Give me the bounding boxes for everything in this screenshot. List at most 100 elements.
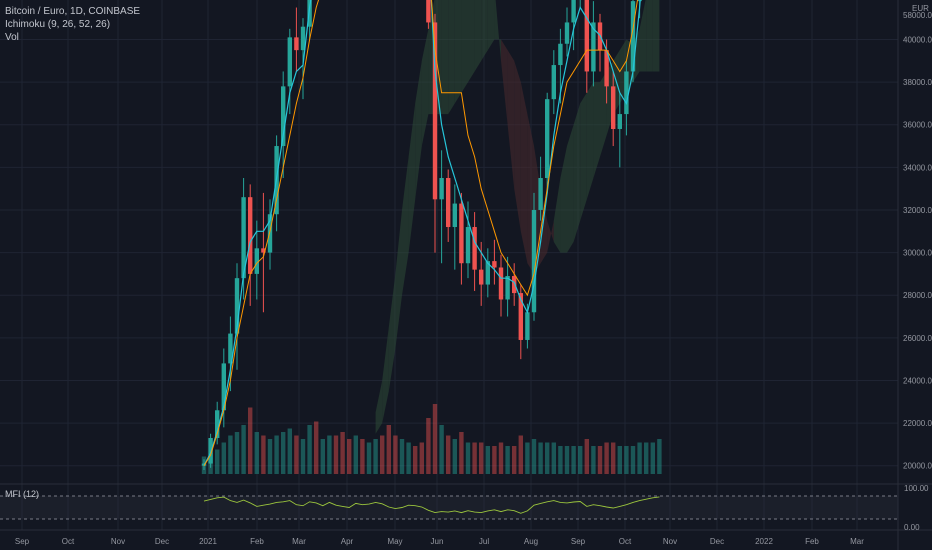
volume-bar xyxy=(472,442,477,474)
volume-bar xyxy=(597,446,603,474)
ichimoku-legend[interactable]: Ichimoku (9, 26, 52, 26) xyxy=(5,19,111,30)
time-tick-label: Oct xyxy=(62,537,75,546)
volume-bar xyxy=(465,442,471,474)
volume-bar xyxy=(637,442,642,474)
candle-body xyxy=(294,37,299,51)
volume-bar xyxy=(630,446,636,474)
candle-body xyxy=(287,37,292,87)
candle-body xyxy=(228,333,233,364)
price-tick-label: 28000.00 xyxy=(903,291,932,300)
candles xyxy=(201,0,642,470)
candle-body xyxy=(591,22,596,72)
volume-bar xyxy=(604,442,609,474)
price-tick-label: 20000.00 xyxy=(903,462,932,471)
candle-body xyxy=(492,261,497,268)
volume-bar xyxy=(340,432,345,474)
cloud-segment xyxy=(375,380,383,434)
price-tick-label: 22000.00 xyxy=(903,419,932,428)
candle-body xyxy=(531,209,537,313)
cloud-segment xyxy=(646,0,653,72)
cloud-segment xyxy=(408,103,416,253)
volume-bar xyxy=(386,425,391,474)
candle-body xyxy=(234,278,240,334)
candle-body xyxy=(498,267,504,300)
cloud-segment xyxy=(560,146,567,253)
volume-bar xyxy=(551,442,556,474)
volume-bar xyxy=(624,446,629,474)
volume-bar xyxy=(571,446,576,474)
candle-body xyxy=(604,50,609,87)
candle-body xyxy=(564,22,570,44)
volume-bar xyxy=(314,421,319,474)
currency-label: EUR xyxy=(912,4,929,13)
volume-bar xyxy=(254,432,259,474)
candle-body xyxy=(551,65,556,100)
volume-bar xyxy=(459,432,464,474)
time-tick-label: Apr xyxy=(341,537,354,546)
cloud-segment xyxy=(441,0,449,115)
candle-body xyxy=(465,227,471,264)
volume-bar xyxy=(492,446,497,474)
volume-bar xyxy=(518,435,523,474)
mfi-line xyxy=(203,496,660,514)
mfi-tick-label: 100.00 xyxy=(904,484,929,493)
time-tick-label: 2022 xyxy=(755,537,773,546)
time-tick-label: Aug xyxy=(524,537,538,546)
volume-bar xyxy=(432,404,438,474)
price-tick-label: 40000.00 xyxy=(903,35,932,44)
candle-body xyxy=(479,269,484,285)
candle-body xyxy=(281,86,286,147)
candle-body xyxy=(241,197,246,279)
candle-body xyxy=(221,363,226,411)
volume-bar xyxy=(578,446,583,474)
volume-bar xyxy=(591,446,596,474)
cloud-segment xyxy=(481,0,488,61)
time-tick-label: 2021 xyxy=(199,537,217,546)
candle-body xyxy=(545,99,550,179)
volume-bar xyxy=(373,439,378,474)
candle-body xyxy=(452,203,457,228)
cloud-segment xyxy=(421,28,429,147)
candle-body xyxy=(439,178,444,200)
volume-bar xyxy=(611,442,616,474)
cloud-segment xyxy=(402,156,409,296)
volume-bar xyxy=(320,439,325,474)
volume-bar xyxy=(393,435,398,474)
candle-body xyxy=(472,227,477,270)
time-tick-label: Nov xyxy=(663,537,677,546)
candle-body xyxy=(538,178,543,210)
volume-bar xyxy=(644,442,649,474)
time-tick-label: Jun xyxy=(431,537,444,546)
cloud-segment xyxy=(487,0,495,51)
volume-bar xyxy=(538,442,543,474)
volume-bar xyxy=(347,439,352,474)
mfi-legend[interactable]: MFI (12) xyxy=(5,489,40,499)
volume-bars xyxy=(201,404,662,474)
time-axis[interactable]: Sep Oct Nov Dec 2021 Feb Mar Apr May Jun Jul Aug Sep… xyxy=(15,537,864,546)
candle-body xyxy=(459,203,464,264)
cloud-segment xyxy=(520,82,528,264)
volume-bar xyxy=(657,439,662,474)
candle-body xyxy=(446,178,451,228)
cloud-segment xyxy=(553,178,561,253)
time-tick-label: Feb xyxy=(250,537,264,546)
candle-body xyxy=(571,0,576,23)
time-tick-label: Nov xyxy=(111,537,125,546)
volume-bar xyxy=(380,435,385,474)
volume-legend[interactable]: Vol xyxy=(5,32,19,43)
cloud-segment xyxy=(514,60,521,232)
cloud-segment xyxy=(494,0,501,61)
symbol-legend[interactable]: Bitcoin / Euro, 1D, COINBASE xyxy=(5,6,141,17)
cloud-segment xyxy=(501,39,508,125)
candle-body xyxy=(485,261,490,285)
volume-bar xyxy=(307,425,312,474)
candle-body xyxy=(261,248,266,253)
volume-bar xyxy=(406,442,411,474)
volume-bar xyxy=(234,432,240,474)
price-axis[interactable]: 58000.00EUR56000.0054000.0052000.0050000… xyxy=(659,0,932,471)
time-tick-label: Dec xyxy=(155,537,169,546)
cloud-segment xyxy=(652,0,660,72)
candle-body xyxy=(505,276,510,300)
price-tick-label-clipped: 58000.00 xyxy=(903,11,932,20)
